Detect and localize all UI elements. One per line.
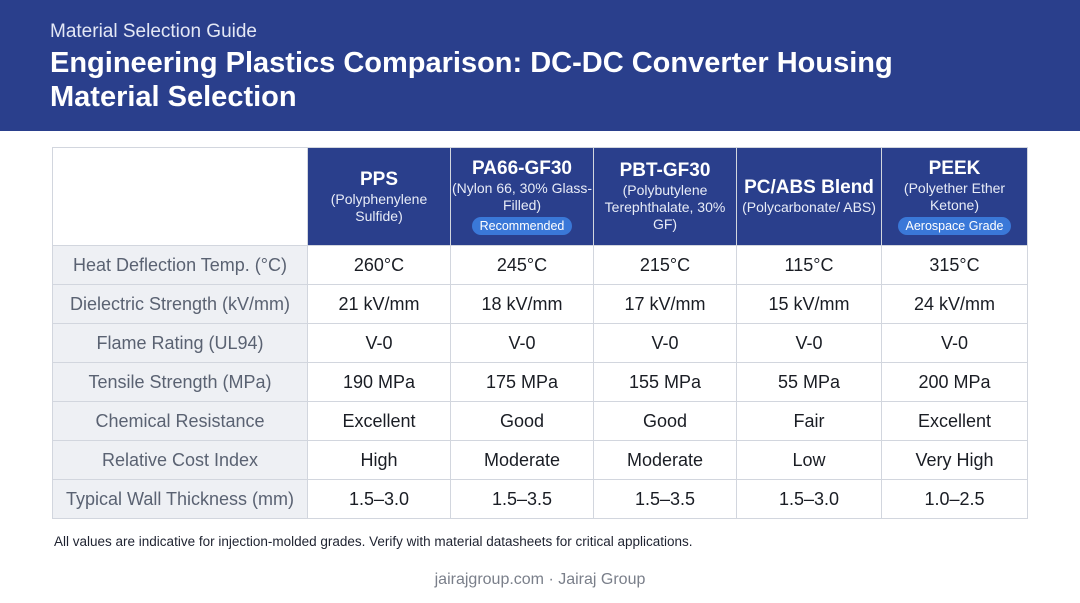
table-row: Heat Deflection Temp. (°C) 260°C 245°C 2…	[52, 245, 1028, 285]
property-label: Typical Wall Thickness (mm)	[52, 479, 308, 519]
comparison-table: PPS (Polyphenylene Sulfide) PA66-GF30 (N…	[52, 147, 1028, 519]
table-cell: 21 kV/mm	[307, 284, 451, 324]
table-cell: 17 kV/mm	[593, 284, 737, 324]
column-header-pa66-gf30: PA66-GF30 (Nylon 66, 30% Glass-Filled) R…	[450, 147, 594, 246]
table-cell: 1.5–3.0	[307, 479, 451, 519]
material-subtitle: (Polyphenylene Sulfide)	[330, 190, 428, 224]
table-cell: 1.0–2.5	[881, 479, 1028, 519]
table-row: Tensile Strength (MPa) 190 MPa 175 MPa 1…	[52, 362, 1028, 402]
material-subtitle: (Nylon 66, 30% Glass-Filled)	[451, 180, 593, 213]
table-cell: V-0	[736, 323, 882, 363]
table-cell: 1.5–3.5	[450, 479, 594, 519]
table-cell: 1.5–3.0	[736, 479, 882, 519]
corner-cell	[52, 147, 308, 246]
material-name: PPS	[359, 168, 399, 190]
material-name: PC/ABS Blend	[744, 177, 874, 198]
table-cell: Good	[450, 401, 594, 441]
table-row: Typical Wall Thickness (mm) 1.5–3.0 1.5–…	[52, 479, 1028, 519]
page-title: Engineering Plastics Comparison: DC-DC C…	[50, 47, 893, 113]
table-cell: Low	[736, 440, 882, 480]
column-header-pc-abs: PC/ABS Blend (Polycarbonate/ ABS)	[736, 147, 882, 246]
table-row: Chemical Resistance Excellent Good Good …	[52, 401, 1028, 441]
property-label: Relative Cost Index	[52, 440, 308, 480]
eyebrow-label: Material Selection Guide	[50, 21, 257, 42]
table-cell: Moderate	[450, 440, 594, 480]
material-name: PA66-GF30	[472, 158, 572, 179]
table-cell: V-0	[593, 323, 737, 363]
table-cell: 15 kV/mm	[736, 284, 882, 324]
table-cell: Excellent	[307, 401, 451, 441]
material-name: PBT-GF30	[619, 160, 711, 181]
table-cell: Good	[593, 401, 737, 441]
table-cell: 24 kV/mm	[881, 284, 1028, 324]
header-banner: Material Selection Guide Engineering Pla…	[0, 0, 1080, 131]
column-header-peek: PEEK (Polyether Ether Ketone) Aerospace …	[881, 147, 1028, 246]
table-cell: 260°C	[307, 245, 451, 285]
table-header-row: PPS (Polyphenylene Sulfide) PA66-GF30 (N…	[52, 147, 1028, 246]
property-label: Flame Rating (UL94)	[52, 323, 308, 363]
table-cell: Fair	[736, 401, 882, 441]
recommended-badge: Recommended	[471, 217, 573, 235]
table-cell: 190 MPa	[307, 362, 451, 402]
table-row: Relative Cost Index High Moderate Modera…	[52, 440, 1028, 480]
table-cell: V-0	[307, 323, 451, 363]
table-cell: 1.5–3.5	[593, 479, 737, 519]
property-label: Dielectric Strength (kV/mm)	[52, 284, 308, 324]
table-row: Dielectric Strength (kV/mm) 21 kV/mm 18 …	[52, 284, 1028, 324]
column-header-pbt-gf30: PBT-GF30 (Polybutylene Terephthalate, 30…	[593, 147, 737, 246]
table-cell: 245°C	[450, 245, 594, 285]
material-subtitle: (Polybutylene Terephthalate, 30% GF)	[604, 182, 726, 232]
property-label: Chemical Resistance	[52, 401, 308, 441]
table-cell: V-0	[450, 323, 594, 363]
table-cell: High	[307, 440, 451, 480]
aerospace-grade-badge: Aerospace Grade	[897, 217, 1012, 235]
table-cell: Excellent	[881, 401, 1028, 441]
table-cell: Moderate	[593, 440, 737, 480]
material-subtitle: (Polycarbonate/ ABS)	[742, 199, 876, 215]
material-name: PEEK	[928, 158, 981, 179]
table-cell: 55 MPa	[736, 362, 882, 402]
column-header-pps: PPS (Polyphenylene Sulfide)	[307, 147, 451, 246]
table-cell: 200 MPa	[881, 362, 1028, 402]
table-cell: 175 MPa	[450, 362, 594, 402]
footer-credit: jairajgroup.com · Jairaj Group	[434, 571, 646, 588]
table-cell: 115°C	[736, 245, 882, 285]
table-cell: V-0	[881, 323, 1028, 363]
table-cell: 155 MPa	[593, 362, 737, 402]
table-cell: 215°C	[593, 245, 737, 285]
table-cell: 18 kV/mm	[450, 284, 594, 324]
table-cell: Very High	[881, 440, 1028, 480]
disclaimer-note: All values are indicative for injection-…	[54, 534, 693, 549]
property-label: Heat Deflection Temp. (°C)	[52, 245, 308, 285]
table-row: Flame Rating (UL94) V-0 V-0 V-0 V-0 V-0	[52, 323, 1028, 363]
material-subtitle: (Polyether Ether Ketone)	[903, 180, 1006, 213]
table-cell: 315°C	[881, 245, 1028, 285]
property-label: Tensile Strength (MPa)	[52, 362, 308, 402]
